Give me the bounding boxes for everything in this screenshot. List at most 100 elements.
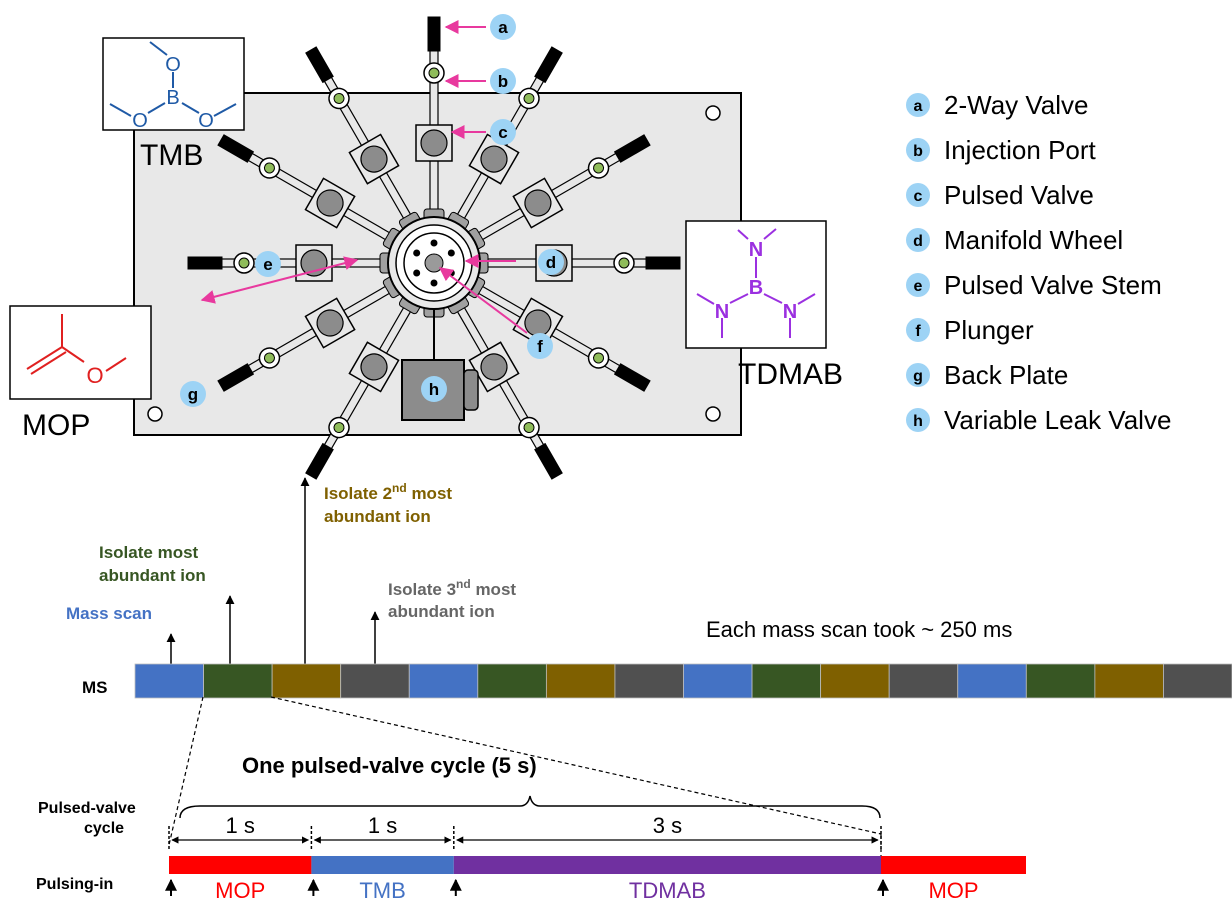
ms-segment-isolate-3 [888,663,959,699]
pulsed-valve-spoke [471,134,651,245]
plate-hole [705,406,721,422]
manifold-wheel [379,208,489,318]
isolate-2-text: Isolate 2 [324,484,392,503]
two-way-valve [613,134,651,163]
isolate-3-line1: Isolate 3nd most [388,577,516,599]
badge-b-icon [490,68,516,94]
plate-hole [147,406,163,422]
legend-letter: g [913,368,923,385]
tmb-atom-b: B [166,87,179,109]
legend-letter: b [913,143,923,160]
legend-label: Manifold Wheel [944,225,1123,255]
tdmab-atom-b: B [749,277,763,299]
ms-segment-isolate-2 [545,663,616,699]
two-way-valve [534,442,563,480]
two-way-valve [645,256,681,270]
isolate-1-line2: abundant ion [99,566,206,585]
cycle-segment-label: TMB [359,878,405,903]
tdmab-label: TDMAB [738,358,843,391]
isolate-3-end: most [471,580,517,599]
legend-label: 2-Way Valve [944,90,1089,120]
legend-badge-icon [906,363,930,387]
duration-label: 3 s [653,813,682,838]
legend-item: e Pulsed Valve Stem [906,270,1162,300]
cycle-segment-tdmab [453,856,881,874]
badge-h-icon [421,376,447,402]
badge-a-icon [490,14,516,40]
ms-segment-isolate-2 [820,663,890,699]
wheel-hole [430,239,438,247]
pulsed-valve-spoke [452,46,563,226]
two-way-valve [305,46,334,84]
tmb-atom-o: O [132,110,148,132]
mop-structure: O [9,305,152,400]
legend-letter: e [914,278,923,295]
tmb-atom-o: O [198,110,214,132]
plate-hole [705,105,721,121]
ms-annotations: Mass scan Isolate most abundant ion Isol… [66,477,1012,697]
wheel-hole [430,279,438,287]
two-way-valve [187,256,223,270]
legend-badge-icon [906,408,930,432]
isolate-2-line1: Isolate 2nd most [324,481,452,503]
ms-segment-mass-scan [957,663,1027,699]
cycle-bar: MOP TMB TDMAB MOP [165,856,1026,903]
badge-e-icon [255,251,281,277]
legend-badge-icon [906,228,930,252]
tdmab-atom-n: N [783,301,797,323]
legend-label: Pulsed Valve [944,180,1094,210]
badge-d-icon [538,249,564,275]
scan-duration-note: Each mass scan took ~ 250 ms [706,617,1012,642]
legend-item: f Plunger [906,315,1034,345]
legend-item: h Variable Leak Valve [906,405,1171,435]
badge-letter: a [498,18,508,37]
pulsed-valve-spoke [452,300,563,480]
legend-label: Variable Leak Valve [944,405,1171,435]
legend-letter: f [915,323,921,340]
cycle-brace [179,795,881,819]
mop-atom-o: O [86,363,103,388]
cycle-segment-tmb [311,856,454,874]
two-way-valve [613,363,651,392]
badge-letter: g [188,385,198,404]
badge-letter: b [498,72,508,91]
badge-letter: h [429,380,439,399]
isolate-3-sup: nd [456,577,471,591]
cycle-segment-label: MOP [928,878,978,903]
ms-segment-isolate-1 [477,663,547,699]
ms-segment-mass-scan [134,663,204,699]
badge-letter: f [537,337,543,356]
isolate-3-line2: abundant ion [388,602,495,621]
cycle-row-label-2: cycle [84,820,124,837]
ms-segment-isolate-1 [203,663,273,699]
pulsed-valve-spoke [217,134,397,245]
legend-label: Plunger [944,315,1034,345]
ms-segment-mass-scan [408,663,479,699]
isolate-2-end: most [407,484,453,503]
badge-letter: c [498,123,507,142]
legend-item: g Back Plate [906,360,1068,390]
badge-g-icon [180,381,206,407]
badge-c-icon [490,119,516,145]
ms-segment-isolate-3 [614,663,684,699]
cycle-segment-mop [881,856,1026,874]
legend-letter: d [913,233,923,250]
two-way-valve [305,442,334,480]
two-way-valve [217,134,255,163]
pulsed-valve-spoke [415,16,453,218]
ms-segment-isolate-1 [1025,663,1096,699]
legend-badge-icon [906,273,930,297]
ms-segment-isolate-2 [271,663,342,699]
cycle-segment-label: TDMAB [629,878,706,903]
ms-segment-isolate-3 [340,663,410,699]
plunger [424,253,444,273]
pulsed-valve-spokes [187,16,681,480]
pointer-arrows [200,20,528,334]
legend-badge-icon [906,318,930,342]
legend-item: c Pulsed Valve [906,180,1094,210]
tdmab-atom-n: N [749,239,763,261]
pulsed-valve-spoke [471,281,651,392]
cycle-row-label-1: Pulsed-valve [38,800,136,817]
